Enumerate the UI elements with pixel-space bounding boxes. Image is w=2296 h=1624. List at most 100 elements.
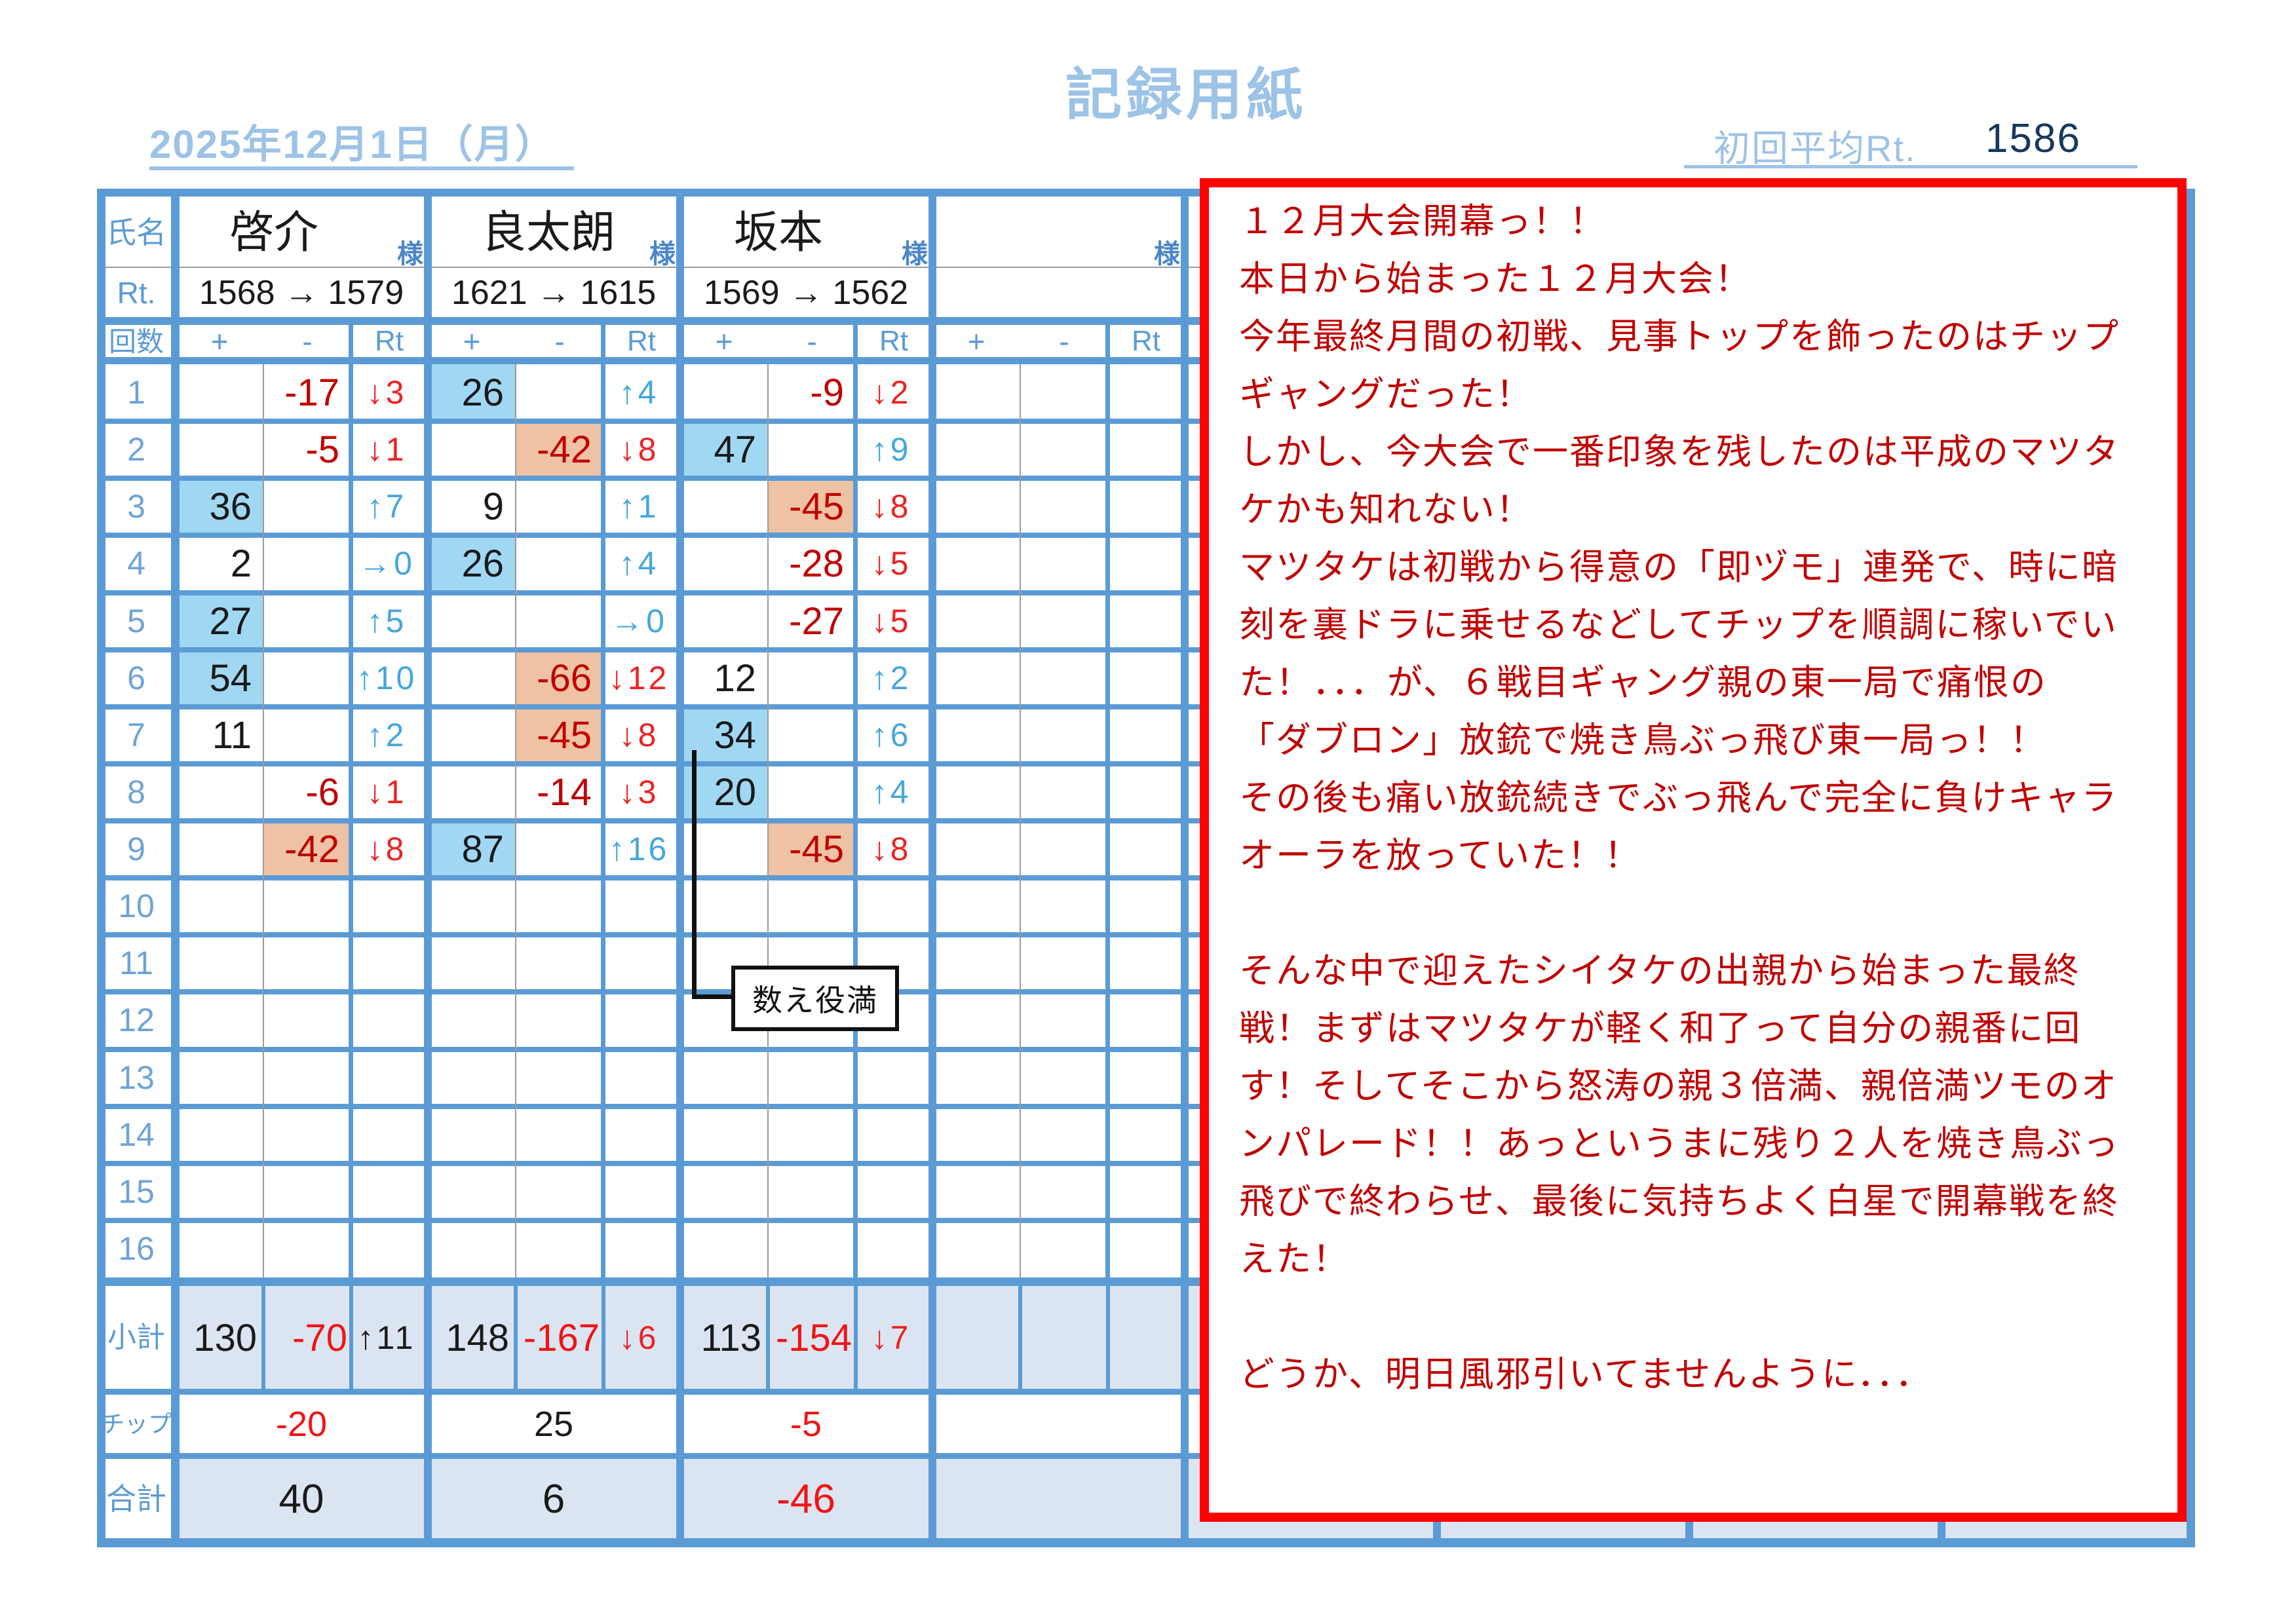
table-grid-hline (97, 267, 2195, 268)
highlight-cell-negative (263, 821, 351, 878)
round-rt-change: ↑4 (619, 374, 659, 411)
round-rt-change: ↑2 (871, 660, 911, 696)
col-header-minus: - (554, 324, 565, 358)
round-rt-change: ↑9 (871, 431, 911, 468)
table-subcol-line (602, 1286, 605, 1389)
table-subcol-line (1018, 1286, 1022, 1389)
table-row-line (97, 647, 2195, 652)
table-grid-hline (97, 1538, 2195, 1547)
round-rt-change: ↓3 (619, 774, 659, 810)
table-subcol-line (349, 325, 353, 1277)
player-honorific: 様 (649, 240, 676, 269)
row-number: 11 (119, 945, 153, 981)
table-subcol-line (261, 1286, 265, 1389)
round-rt-change: ↑5 (366, 603, 407, 639)
row-number: 2 (127, 431, 145, 468)
table-row-line (97, 989, 2195, 995)
round-rt-change: ↑2 (366, 717, 407, 753)
commentary-text: １２月大会開幕っ！！ 本日から始まった１２月大会！ 今年最終月間の初戦、見事トップを… (1239, 193, 2120, 1403)
player-name: 啓介 (229, 208, 319, 257)
table-subcol-line (854, 1286, 858, 1389)
round-plus-value: 54 (209, 657, 252, 700)
round-minus-value: -42 (284, 828, 339, 871)
round-minus-value: -14 (537, 771, 592, 814)
table-row-line (97, 590, 2195, 595)
page-title: 記録用紙 (1065, 64, 1307, 126)
row-number: 5 (127, 603, 145, 639)
highlight-cell-positive (680, 421, 768, 479)
highlight-cell-positive (428, 535, 516, 593)
row-number: 1 (127, 374, 145, 411)
yakuman-callout-label: 数え役満 (752, 983, 878, 1017)
rt-row-label: Rt. (117, 276, 156, 310)
player-honorific: 様 (397, 240, 423, 269)
col-header-plus: + (210, 324, 229, 358)
row-number: 9 (127, 831, 145, 867)
subtotal-rt: ↑11 (357, 1319, 416, 1356)
player-name: 坂本 (734, 208, 824, 257)
round-plus-value: 87 (461, 828, 504, 871)
col-header-minus: - (1059, 324, 1069, 358)
col-header-rt: Rt (375, 325, 404, 357)
round-plus-value: 9 (482, 485, 504, 528)
highlight-cell-positive (428, 364, 516, 422)
table-right-border (2187, 189, 2195, 1547)
commentary-line: 今年最終月間の初戦、見事トップを飾ったのはチップ (1239, 317, 2120, 356)
table-row-line (97, 875, 2195, 881)
table-label-separator (171, 189, 180, 1547)
round-plus-value: 34 (714, 714, 756, 757)
row-number: 6 (127, 660, 145, 696)
table-row-line (97, 476, 2195, 482)
total-value: -46 (776, 1477, 835, 1522)
round-minus-value: -28 (789, 542, 844, 585)
col-header-minus: - (807, 324, 817, 358)
table-subcol-line-thin (767, 364, 769, 1277)
row-number: 7 (127, 717, 145, 753)
highlight-cell-positive (176, 478, 263, 536)
round-plus-value: 2 (230, 542, 252, 585)
table-row-line (97, 1217, 2195, 1223)
round-rt-change: ↑4 (871, 774, 911, 810)
row-number: 10 (118, 888, 155, 924)
round-minus-value: -9 (810, 371, 844, 414)
commentary-line: しかし、今大会で一番印象を残したのは平成のマツタ (1239, 432, 2120, 472)
table-row-line (97, 1046, 2195, 1052)
commentary-line: マツタケは初戦から得意の「即ヅモ」連発で、時に暗 (1239, 548, 2118, 587)
commentary-line (1239, 1288, 2120, 1346)
subtotal-label: 小計 (107, 1321, 165, 1353)
round-minus-value: -66 (537, 657, 592, 700)
commentary-box: １２月大会開幕っ！！ 本日から始まった１２月大会！ 今年最終月間の初戦、見事トップを… (1200, 178, 2187, 1522)
player-honorific: 様 (902, 240, 928, 269)
player-honorific: 様 (1154, 240, 1180, 269)
commentary-line: 戦！まずはマツタケが軽く和了って自分の親番に回 (1239, 1009, 2082, 1048)
row-number: 12 (118, 1002, 155, 1038)
round-minus-value: -6 (305, 771, 339, 814)
col-header-plus: + (967, 324, 985, 358)
table-row-line (97, 818, 2195, 823)
table-row-line (97, 419, 2195, 425)
round-minus-value: -45 (789, 828, 844, 871)
highlight-cell-negative (768, 821, 856, 878)
subtotal-minus: -154 (775, 1317, 852, 1359)
round-rt-change: ↑4 (619, 545, 659, 582)
table-subcol-line-thin (1020, 364, 1021, 1277)
round-plus-value: 47 (714, 428, 756, 471)
table-subcol-line (1105, 325, 1110, 1277)
total-label: 合計 (106, 1482, 166, 1516)
subtotal-rt: ↓6 (619, 1319, 659, 1356)
callout-connector-vline (692, 750, 697, 999)
round-rt-change: ↑10 (356, 660, 417, 696)
commentary-line: その後も痛い放銃続きでぶっ飛んで完全に負けキャラ (1239, 778, 2118, 818)
chips-value: -20 (275, 1405, 328, 1444)
round-rt-change: ↑6 (871, 717, 911, 753)
table-row-line (97, 1103, 2195, 1109)
row-number: 15 (118, 1173, 155, 1210)
round-minus-value: -5 (305, 428, 339, 471)
commentary-line: そんな中で迎えたシイタケの出親から始まった最終 (1239, 951, 2080, 991)
round-rt-change: ↓5 (871, 603, 911, 639)
chips-value: 25 (533, 1405, 574, 1444)
round-rt-change: ↓8 (619, 717, 659, 753)
round-rt-change: ↓1 (366, 774, 407, 810)
round-plus-value: 12 (714, 657, 756, 700)
table-row-line (97, 704, 2195, 709)
